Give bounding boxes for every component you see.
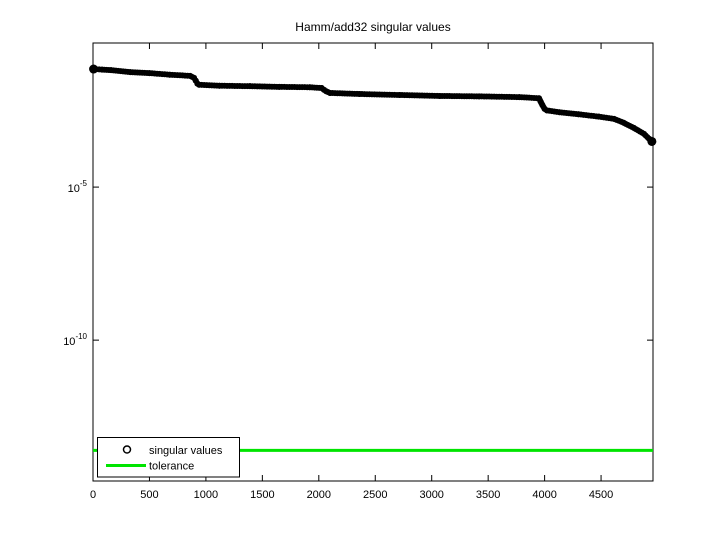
legend-circle-marker-icon bbox=[122, 445, 132, 454]
x-axis-ticks: 0 500 1000 1500 2000 2500 3000 3500 4000 4500 bbox=[90, 43, 613, 501]
x-tick-label: 3500 bbox=[476, 489, 500, 501]
singular-values-series bbox=[89, 64, 657, 146]
x-tick-label: 4500 bbox=[589, 489, 613, 501]
chart-title: Hamm/add32 singular values bbox=[295, 20, 451, 34]
x-tick-label: 2500 bbox=[363, 489, 387, 501]
legend-label-tolerance: tolerance bbox=[149, 461, 194, 473]
x-tick-label: 500 bbox=[140, 489, 158, 501]
y-axis-ticks: 10-5 10-10 bbox=[63, 179, 653, 348]
y-tick-label: 10-5 bbox=[68, 179, 88, 195]
legend-entry-singular-values: singular values bbox=[122, 445, 223, 457]
plot-frame bbox=[92, 42, 654, 482]
x-tick-label: 1500 bbox=[250, 489, 274, 501]
legend-box: singular values tolerance bbox=[97, 437, 240, 478]
legend-entry-tolerance: tolerance bbox=[106, 461, 194, 473]
x-tick-label: 3000 bbox=[419, 489, 443, 501]
y-tick-label: 10-10 bbox=[63, 332, 87, 348]
x-tick-label: 4000 bbox=[532, 489, 556, 501]
x-tick-label: 1000 bbox=[194, 489, 218, 501]
x-tick-label: 2000 bbox=[307, 489, 331, 501]
x-tick-label: 0 bbox=[90, 489, 96, 501]
legend-label-singular-values: singular values bbox=[149, 445, 223, 457]
